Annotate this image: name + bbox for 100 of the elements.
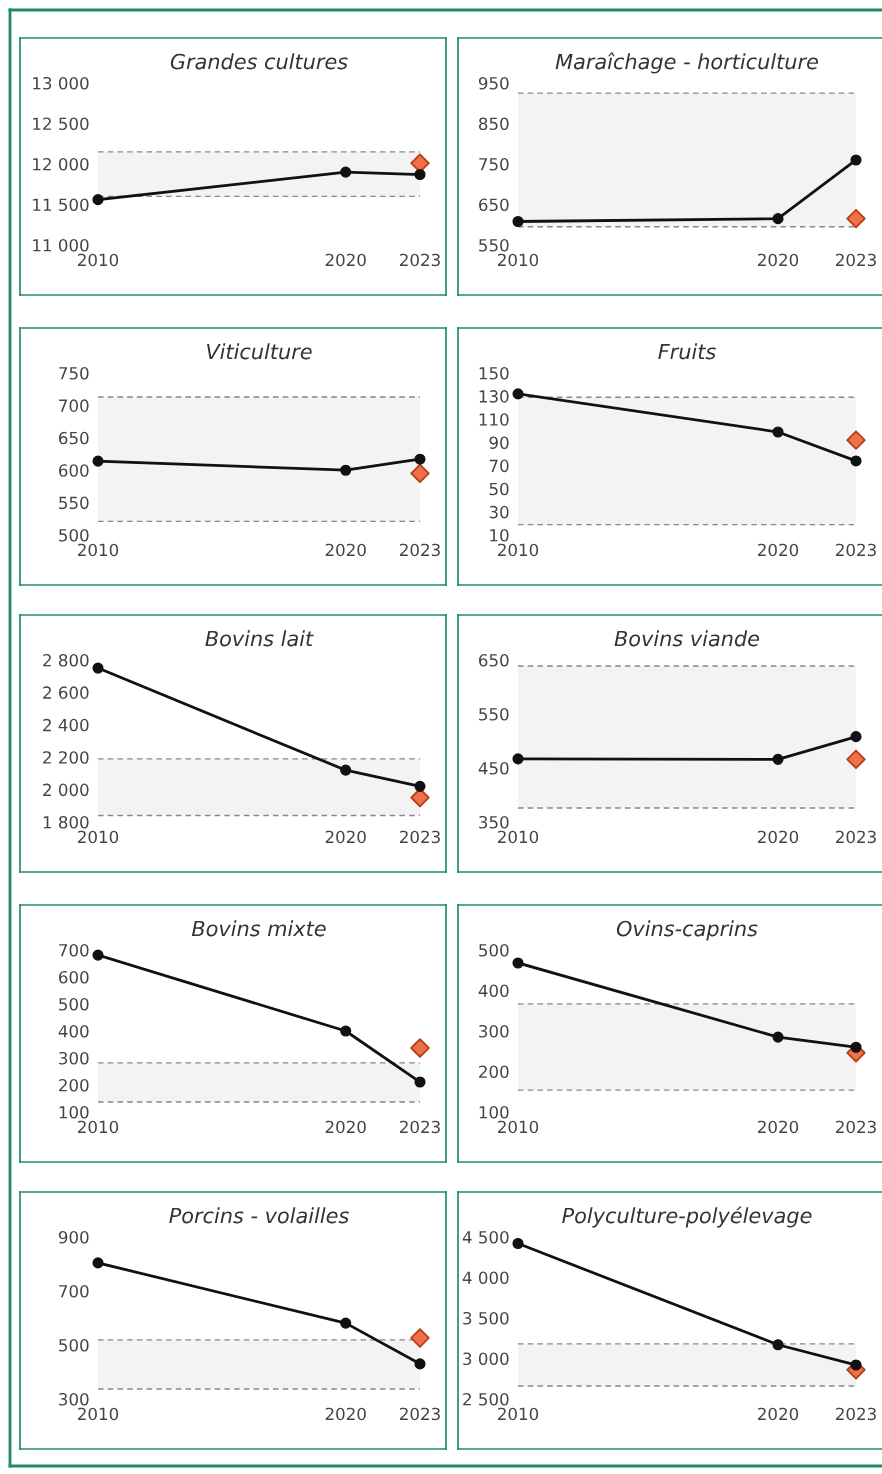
y-tick-label: 750 (59, 366, 89, 380)
y-tick-label: 500 (59, 528, 89, 542)
point (410, 1038, 430, 1058)
x-tick-label: 2023 (836, 1120, 876, 1134)
point (512, 957, 524, 969)
y-tick-label: 1 800 (43, 815, 89, 829)
y-tick-label: 70 (489, 459, 509, 473)
x-tick-label: 2010 (78, 1120, 119, 1134)
y-tick-label: 300 (59, 1051, 89, 1065)
point (92, 194, 104, 206)
y-tick-label: 400 (478, 984, 509, 998)
point (340, 166, 352, 178)
point (92, 949, 104, 961)
y-tick-label: 2 600 (43, 686, 89, 699)
y-tick-label: 110 (479, 413, 509, 426)
x-tick-label: 2023 (400, 830, 440, 844)
y-tick-label: 10 (490, 528, 509, 542)
y-tick-label: 650 (479, 653, 509, 667)
point (512, 753, 524, 765)
x-tick-label: 2023 (400, 1120, 440, 1134)
point (772, 753, 784, 765)
x-tick-label: 2020 (758, 830, 799, 844)
point (850, 154, 862, 166)
y-tick-label: 300 (59, 1392, 89, 1406)
x-tick-label: 2020 (758, 1120, 799, 1134)
y-tick-label: 500 (59, 997, 89, 1011)
chart-title: Bovins lait (205, 630, 314, 647)
y-tick-label: 2 400 (43, 718, 89, 732)
point (512, 1237, 524, 1250)
point (846, 749, 866, 770)
y-tick-label: 700 (59, 399, 89, 412)
y-tick-label: 11 000 (33, 238, 89, 252)
y-tick-label: 12 000 (33, 157, 89, 171)
chart-title: Maraîchage - horticulture (555, 52, 818, 74)
x-tick-label: 2023 (400, 253, 440, 267)
x-tick-label: 2010 (78, 830, 119, 844)
y-tick-label: 500 (479, 943, 509, 957)
point (340, 464, 352, 476)
y-tick-label: 350 (479, 815, 509, 829)
y-tick-label: 150 (479, 366, 509, 380)
y-tick-label: 500 (59, 1338, 89, 1352)
point (414, 1076, 426, 1088)
y-tick-label: 200 (479, 1065, 509, 1079)
chart-title: Ovins-caprins (616, 920, 758, 941)
y-tick-label: 11 500 (33, 198, 89, 212)
y-tick-label: 3 500 (463, 1311, 509, 1325)
y-tick-label: 100 (59, 1105, 89, 1119)
y-tick-label: 600 (59, 970, 89, 984)
chart-title: Bovins mixte (191, 920, 326, 937)
y-tick-label: 4 500 (462, 1230, 509, 1244)
x-tick-label: 2010 (498, 1120, 539, 1134)
x-tick-label: 2020 (325, 1407, 366, 1421)
y-tick-label: 900 (58, 1230, 89, 1244)
x-tick-label: 2020 (758, 543, 799, 557)
x-tick-label: 2023 (400, 543, 440, 557)
y-tick-label: 550 (59, 496, 89, 510)
x-tick-label: 2023 (836, 543, 876, 557)
y-tick-label: 750 (479, 157, 509, 171)
point (414, 1358, 426, 1370)
point (92, 662, 104, 674)
x-tick-label: 2023 (836, 830, 876, 844)
point (772, 1031, 784, 1043)
y-tick-label: 400 (58, 1024, 89, 1038)
x-tick-label: 2020 (758, 1407, 799, 1421)
point (340, 1317, 352, 1329)
y-tick-label: 2 800 (43, 653, 89, 667)
y-tick-label: 90 (489, 436, 509, 449)
chart-title: Porcins - volailles (169, 1207, 349, 1224)
point (92, 455, 104, 467)
point (846, 208, 866, 229)
point (410, 788, 430, 808)
x-tick-label: 2010 (498, 543, 539, 557)
y-tick-label: 300 (479, 1024, 509, 1038)
y-tick-label: 2 500 (463, 1392, 509, 1406)
point (340, 1025, 352, 1037)
point (414, 780, 426, 792)
y-tick-label: 650 (59, 431, 89, 445)
point (772, 1339, 784, 1351)
chart-title: Fruits (658, 343, 716, 360)
point (410, 1328, 430, 1348)
y-tick-label: 12 500 (33, 117, 89, 131)
y-tick-label: 50 (489, 482, 509, 496)
y-tick-label: 700 (59, 1284, 89, 1298)
y-tick-label: 650 (479, 198, 509, 212)
x-tick-label: 2023 (836, 1407, 876, 1421)
x-tick-label: 2010 (498, 1407, 539, 1421)
point (850, 455, 862, 467)
point (340, 764, 352, 776)
x-tick-label: 2010 (498, 830, 539, 844)
y-tick-label: 700 (59, 943, 89, 957)
x-tick-label: 2020 (325, 253, 366, 267)
point (772, 213, 784, 225)
point (414, 168, 426, 181)
x-tick-label: 2020 (758, 253, 799, 267)
y-tick-label: 200 (59, 1078, 89, 1092)
y-tick-label: 600 (59, 464, 89, 477)
point (414, 453, 426, 465)
chart-title: Viticulture (207, 343, 312, 360)
x-tick-label: 2023 (836, 253, 876, 267)
chart-title: Polyculture-polyélevage (562, 1206, 812, 1228)
